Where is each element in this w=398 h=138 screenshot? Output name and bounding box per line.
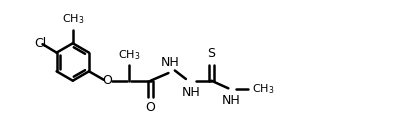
Text: NH: NH	[160, 56, 179, 69]
Text: O: O	[103, 74, 113, 87]
Text: Cl: Cl	[34, 37, 47, 50]
Text: S: S	[207, 47, 215, 60]
Text: O: O	[146, 101, 156, 114]
Text: CH$_3$: CH$_3$	[118, 48, 140, 62]
Text: NH: NH	[181, 86, 200, 99]
Text: CH$_3$: CH$_3$	[252, 82, 275, 96]
Text: NH: NH	[222, 94, 240, 107]
Text: CH$_3$: CH$_3$	[62, 12, 84, 26]
